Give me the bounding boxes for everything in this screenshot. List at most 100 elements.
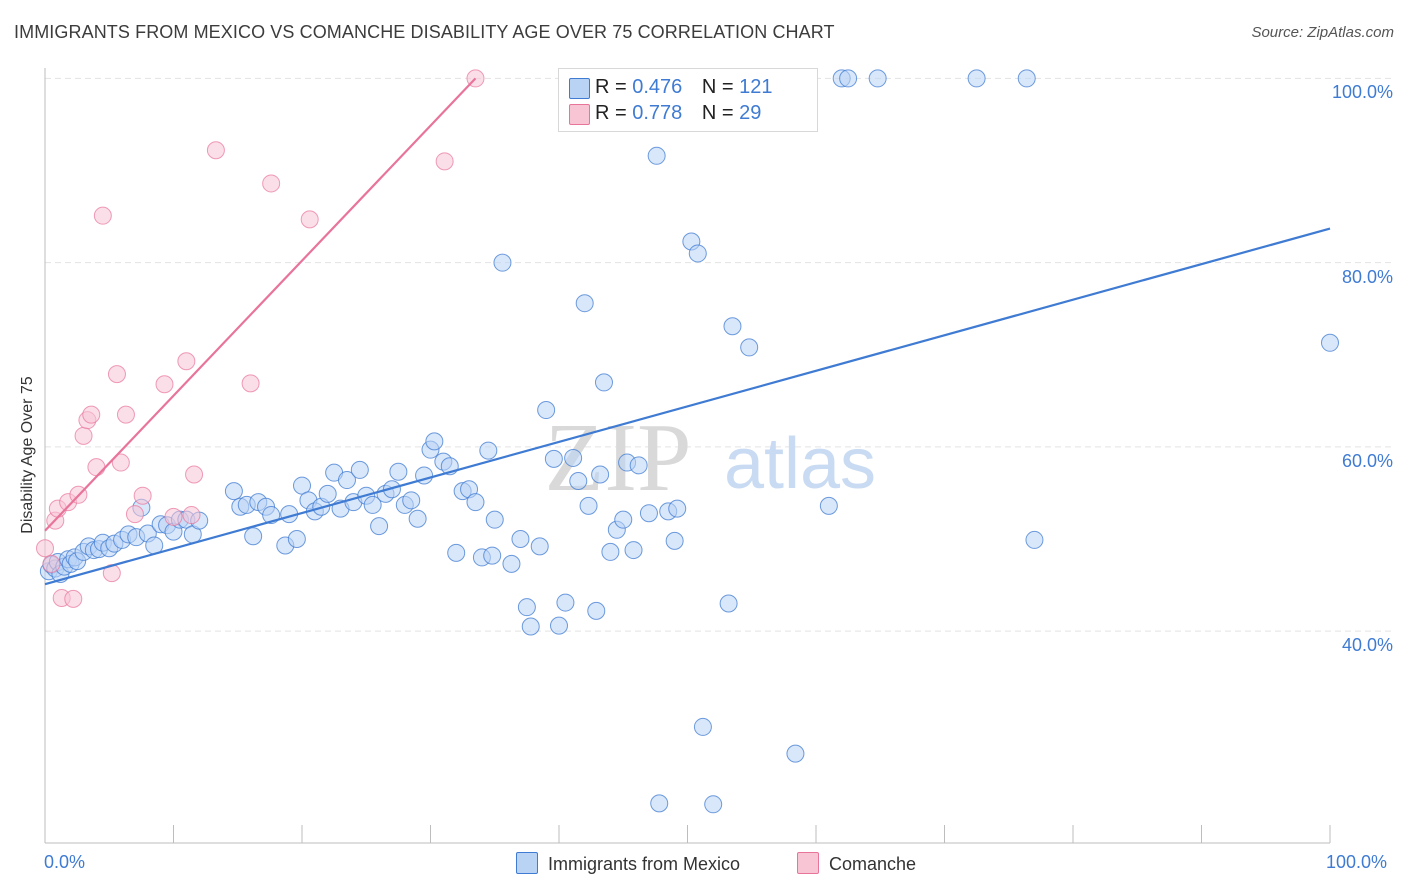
data-point-comanche: [185, 465, 204, 484]
gridlines: [45, 77, 1395, 632]
data-point-comanche: [111, 453, 130, 472]
series-immigrants-from-mexico: [39, 69, 1339, 814]
y-tick-label: 80.0%: [1341, 266, 1393, 287]
x-tick-label-max: 100.0%: [1326, 852, 1388, 872]
legend-item-comanche: Comanche: [797, 852, 916, 875]
legend-row-mexico: R = 0.476 N = 121: [569, 76, 773, 99]
correlation-legend: R = 0.476 N = 121 R = 0.778 N = 29: [558, 68, 818, 132]
data-point-mexico: [740, 338, 759, 357]
data-point-comanche: [177, 352, 196, 371]
data-point-mexico: [521, 617, 540, 636]
legend-r-value: 0.778: [632, 102, 683, 124]
legend-row-comanche: R = 0.778 N = 29: [569, 102, 762, 125]
data-point-comanche: [300, 210, 319, 229]
legend-r-label: R =: [595, 102, 627, 124]
data-point-mexico: [579, 496, 598, 515]
data-point-mexico: [318, 484, 337, 503]
data-point-mexico: [704, 795, 723, 814]
data-point-mexico: [786, 744, 805, 763]
trend-line-comanche: [44, 77, 477, 532]
legend-label-comanche: Comanche: [829, 854, 917, 874]
data-point-mexico: [402, 491, 421, 510]
data-point-mexico: [647, 146, 666, 165]
data-point-mexico: [575, 294, 594, 313]
legend-swatch-mexico: [516, 852, 538, 874]
y-axis-label: Disability Age Over 75: [19, 376, 36, 534]
data-point-mexico: [337, 471, 356, 490]
data-point-comanche: [241, 374, 260, 393]
legend-n-value: 29: [739, 102, 762, 124]
data-point-comanche: [435, 152, 454, 171]
source-label: Source: ZipAtlas.com: [1251, 24, 1394, 41]
legend-item-mexico: Immigrants from Mexico: [516, 852, 740, 875]
data-point-mexico: [544, 449, 563, 468]
data-point-mexico: [629, 456, 648, 475]
data-point-mexico: [650, 794, 669, 813]
data-point-mexico: [665, 531, 684, 550]
data-point-comanche: [182, 506, 201, 525]
legend-r-label: R =: [595, 76, 627, 98]
data-point-mexico: [244, 527, 263, 546]
data-point-comanche: [107, 365, 126, 384]
legend-swatch-comanche: [569, 104, 590, 125]
legend-swatch-comanche: [797, 852, 819, 874]
legend-swatch-mexico: [569, 78, 590, 99]
data-point-mexico: [485, 510, 504, 529]
data-point-mexico: [537, 401, 556, 420]
data-point-mexico: [493, 253, 512, 272]
data-point-mexico: [868, 69, 887, 88]
data-point-mexico: [370, 517, 389, 536]
data-point-mexico: [517, 598, 536, 617]
data-point-comanche: [64, 589, 83, 608]
y-tick-label: 40.0%: [1341, 635, 1393, 656]
axes: [44, 68, 1331, 844]
data-point-comanche: [155, 375, 174, 394]
legend-n-label: N =: [701, 102, 734, 124]
data-point-mexico: [587, 601, 606, 620]
data-point-mexico: [819, 496, 838, 515]
data-point-comanche: [262, 174, 281, 193]
data-point-comanche: [87, 458, 106, 477]
data-point-mexico: [550, 616, 568, 635]
data-point-mexico: [350, 460, 369, 479]
data-point-mexico: [1017, 69, 1036, 88]
data-point-mexico: [363, 495, 382, 514]
data-point-mexico: [719, 594, 738, 613]
data-point-mexico: [693, 717, 712, 736]
watermark-atlas: atlas: [724, 424, 876, 504]
data-point-comanche: [42, 554, 61, 573]
data-point-comanche: [74, 426, 93, 445]
data-point-mexico: [389, 462, 408, 481]
data-point-mexico: [591, 465, 610, 484]
chart-title: IMMIGRANTS FROM MEXICO VS COMANCHE DISAB…: [14, 22, 835, 42]
data-point-comanche: [125, 505, 144, 524]
legend-n-label: N =: [701, 76, 734, 98]
legend-label-mexico: Immigrants from Mexico: [548, 854, 741, 874]
legend-n-value: 121: [739, 76, 773, 98]
watermark: ZIP atlas: [545, 404, 877, 512]
data-point-mexico: [556, 593, 575, 612]
data-point-mexico: [479, 441, 498, 460]
y-tick-label: 100.0%: [1331, 82, 1393, 103]
data-point-mexico: [594, 373, 613, 392]
trend-lines: [44, 77, 1331, 586]
data-point-mexico: [447, 543, 466, 562]
trend-line-mexico: [44, 227, 1331, 586]
data-point-comanche: [36, 539, 54, 558]
series-comanche: [36, 69, 485, 608]
data-point-comanche: [164, 507, 183, 526]
data-point-mexico: [1025, 530, 1044, 549]
data-point-comanche: [93, 206, 112, 225]
data-point-mexico: [287, 530, 306, 549]
data-point-mexico: [224, 482, 243, 501]
data-point-mexico: [511, 530, 530, 549]
data-point-comanche: [206, 141, 225, 160]
data-point-mexico: [1321, 333, 1339, 352]
data-point-mexico: [668, 499, 687, 518]
x-tick-label-min: 0.0%: [44, 852, 86, 872]
data-point-mexico: [530, 537, 549, 556]
data-point-mexico: [967, 69, 986, 88]
data-point-comanche: [116, 405, 135, 424]
data-point-mexico: [564, 448, 583, 467]
